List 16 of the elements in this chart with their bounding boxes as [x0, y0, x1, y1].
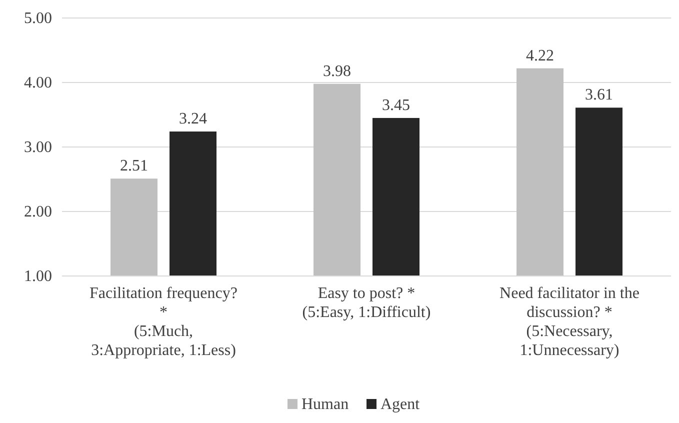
y-tick-label: 1.00	[24, 268, 52, 285]
data-label: 3.61	[585, 86, 613, 104]
legend-label: Human	[302, 396, 349, 413]
x-tick-label: Easy to post? * (5:Easy, 1:Difficult)	[302, 285, 431, 321]
data-label: 3.98	[323, 62, 351, 80]
data-label: 3.24	[179, 110, 207, 128]
y-tick-label: 3.00	[24, 139, 52, 156]
x-tick-label: Need facilitator in the discussion? * (5:Necessary, 1:Unnecessary)	[500, 285, 640, 359]
data-label: 3.45	[382, 96, 410, 114]
y-tick-label: 2.00	[24, 204, 52, 220]
data-label: 4.22	[526, 47, 554, 64]
y-tick-label: 4.00	[24, 74, 52, 92]
y-tick-label: 5.00	[24, 10, 52, 27]
legend-label: Agent	[380, 396, 420, 413]
data-label: 2.51	[120, 158, 148, 175]
x-tick-label: Facilitation frequency? * (5:Much, 3:Appropriate, 1:Less)	[90, 285, 238, 359]
